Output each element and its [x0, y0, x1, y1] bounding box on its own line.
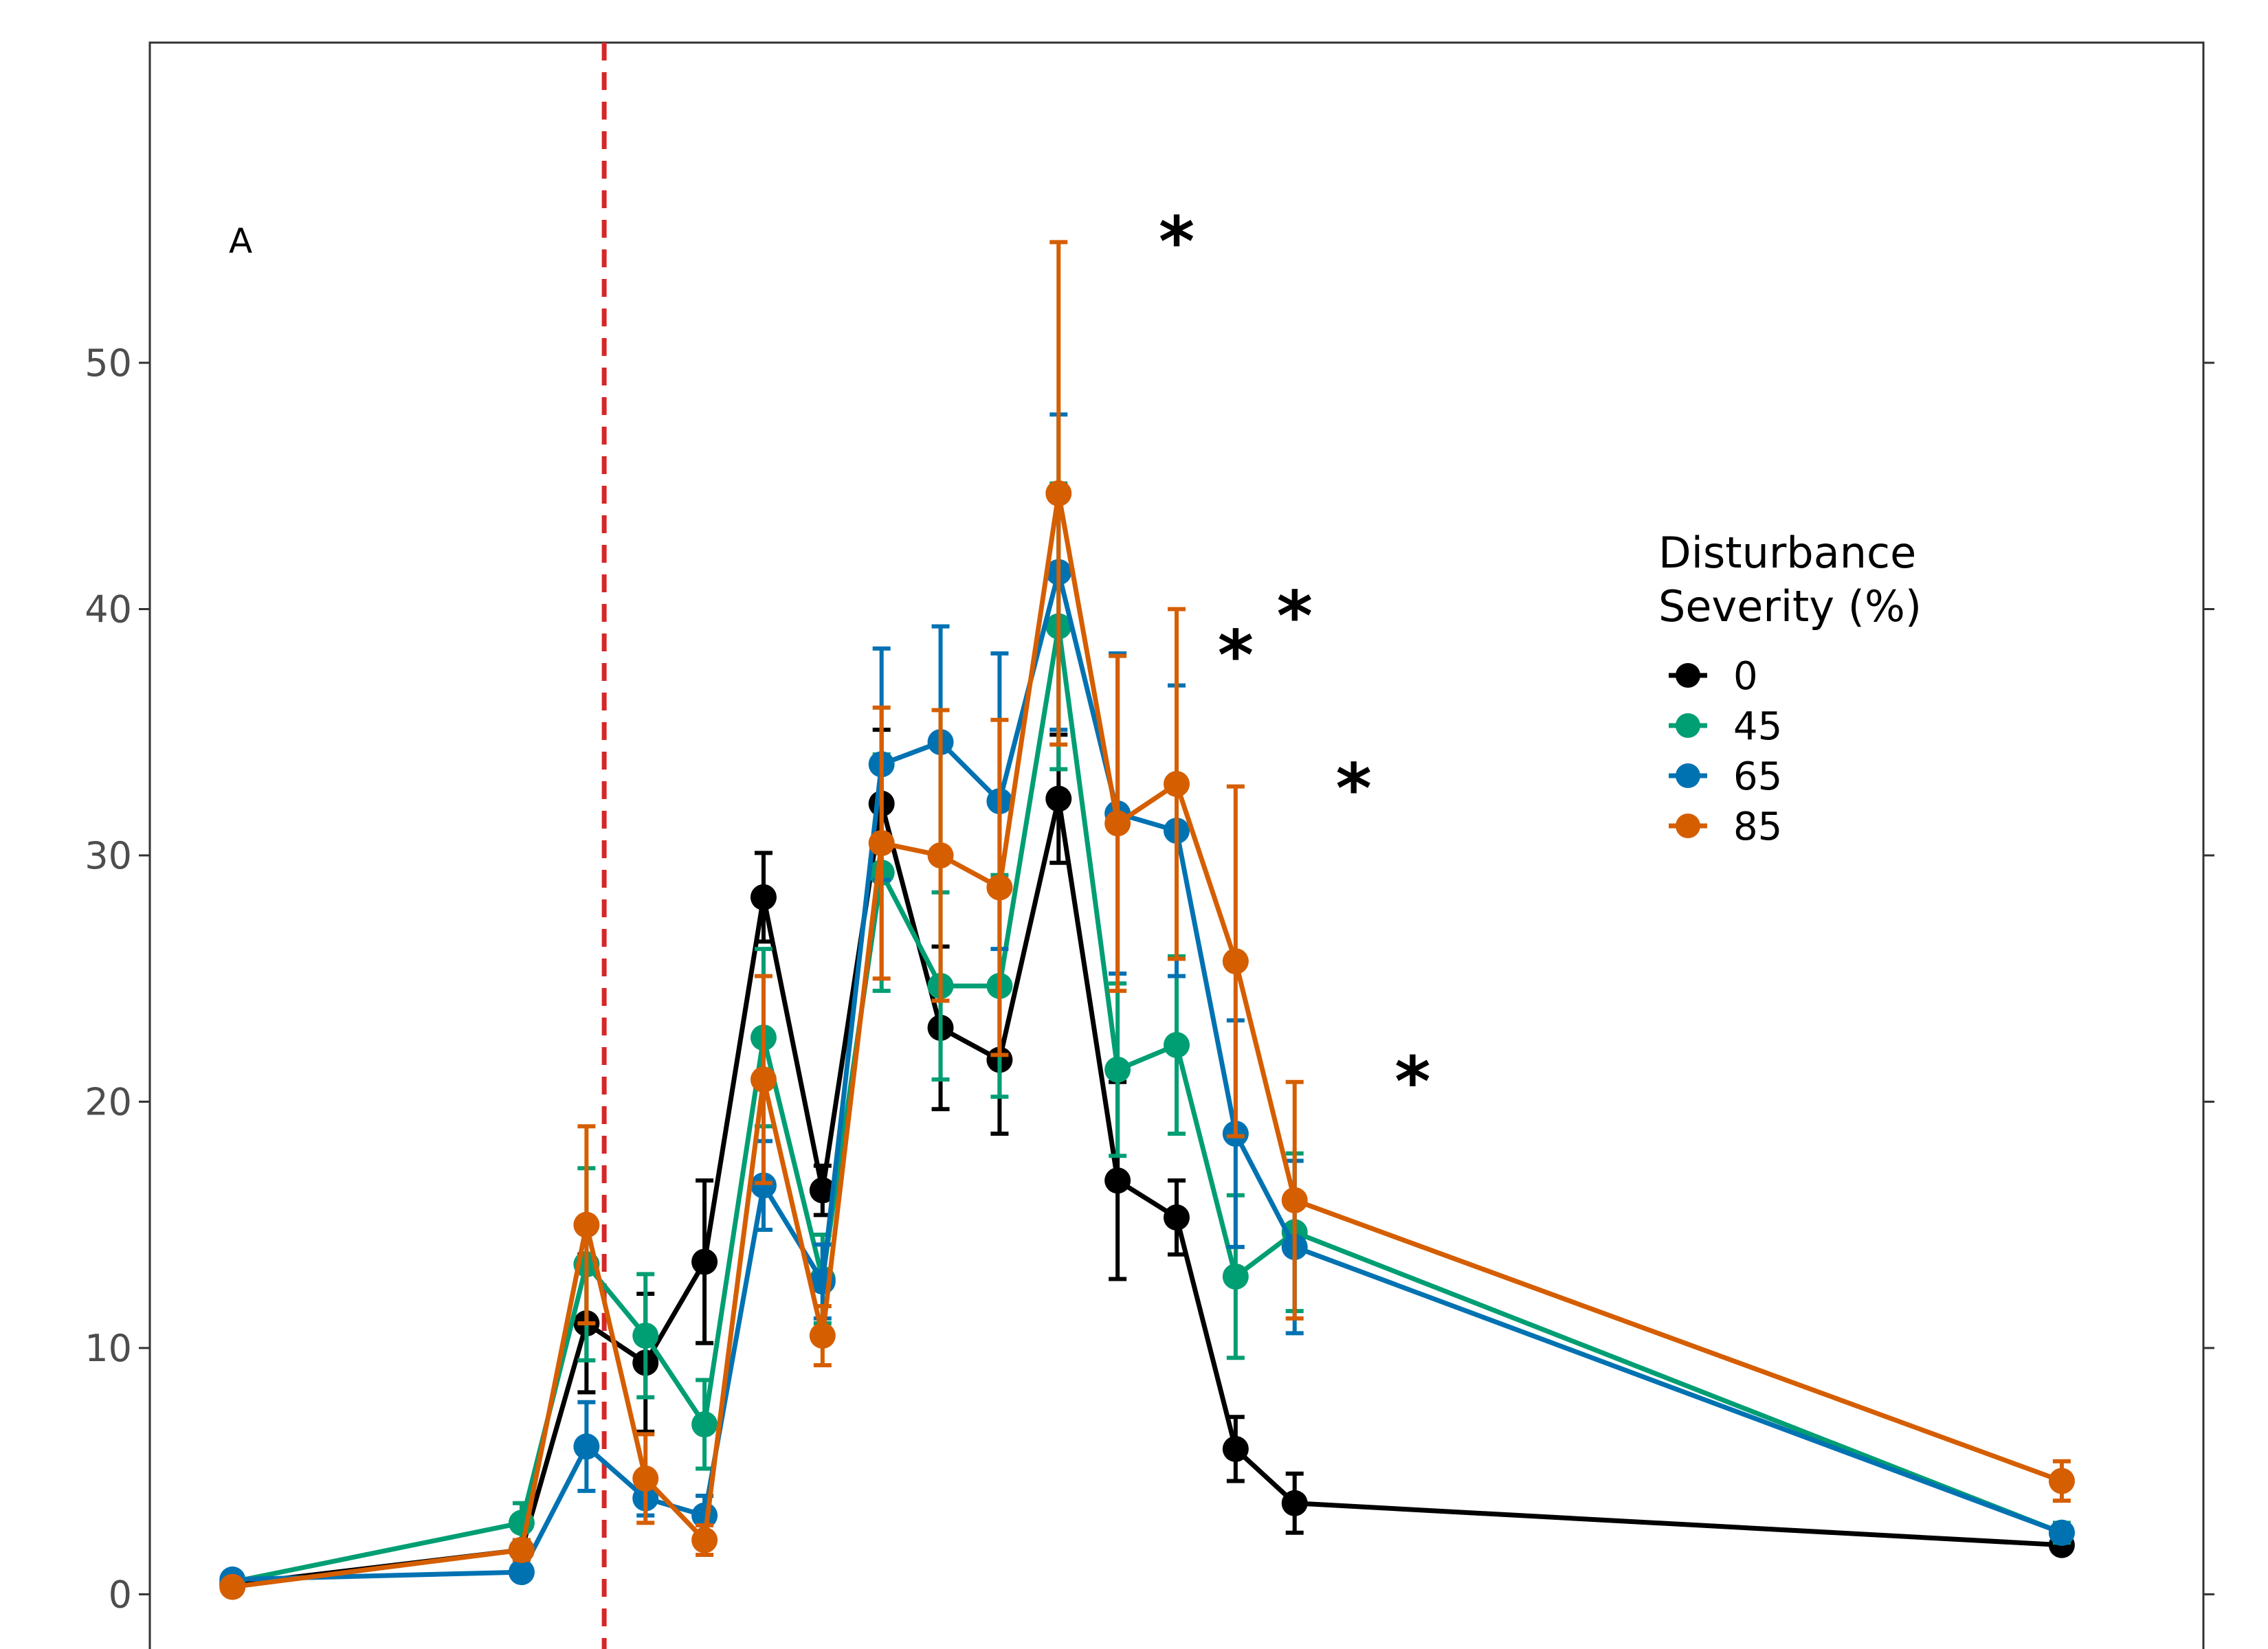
- data-point: [1104, 1056, 1131, 1083]
- data-point: [1222, 1263, 1249, 1290]
- data-point: [750, 1066, 777, 1093]
- legend-label: 45: [1733, 704, 1782, 749]
- legend-title-line2: Severity (%): [1658, 581, 1922, 631]
- data-point: [750, 1172, 777, 1199]
- data-point: [868, 830, 895, 857]
- data-point: [691, 1411, 718, 1438]
- legend-item-85: 85: [1669, 805, 1782, 849]
- series-line: [232, 796, 2063, 1587]
- data-point: [632, 1322, 659, 1349]
- y-tick-label: 40: [85, 587, 132, 631]
- panel-label: A: [229, 221, 252, 261]
- data-point: [691, 1248, 718, 1275]
- series-line: [232, 570, 2063, 1582]
- data-point: [1222, 948, 1249, 975]
- data-point: [508, 1559, 535, 1586]
- legend-label: 65: [1733, 754, 1782, 799]
- significance-asterisk: *: [1394, 1042, 1430, 1122]
- legend-items: 0 45 65 85: [1669, 654, 1782, 849]
- legend-key-point: [1676, 763, 1700, 788]
- data-point: [219, 1573, 246, 1600]
- data-point: [1164, 1031, 1190, 1058]
- panel-border: [148, 41, 2205, 1649]
- legend-label: 0: [1733, 654, 1758, 699]
- legend-key-point: [1676, 663, 1700, 688]
- y-tick-label: 30: [85, 834, 132, 877]
- significance-asterisk: *: [1218, 616, 1254, 696]
- y-axis: 0 10 20 30 40 50: [85, 341, 2214, 1616]
- data-point: [573, 1211, 600, 1238]
- legend-item-0: 0: [1669, 654, 1758, 699]
- legend-key-point: [1676, 814, 1700, 838]
- significance-asterisk: *: [1277, 576, 1313, 656]
- significance-asterisk: *: [1159, 201, 1194, 282]
- data-point: [691, 1527, 718, 1553]
- data-point: [573, 1433, 600, 1460]
- y-tick-label: 50: [85, 341, 132, 385]
- legend: Disturbance Severity (%) 0 45 65 85: [1658, 528, 1922, 849]
- data-point: [927, 842, 954, 868]
- y-tick-label: 10: [85, 1327, 132, 1370]
- data-point: [2048, 1468, 2075, 1494]
- legend-key-point: [1676, 713, 1700, 738]
- data-point: [1281, 1187, 1308, 1213]
- y-tick-label: 0: [109, 1573, 132, 1616]
- legend-label: 85: [1733, 805, 1782, 849]
- data-point: [1164, 1204, 1190, 1231]
- data-point: [809, 1322, 836, 1349]
- data-point: [986, 874, 1013, 901]
- data-point: [1104, 1167, 1131, 1194]
- y-tick-label: 20: [85, 1080, 132, 1123]
- series-85: [219, 240, 2075, 1600]
- series-layer: [219, 240, 2075, 1600]
- series-0: [219, 728, 2075, 1598]
- legend-title-line1: Disturbance: [1658, 528, 1916, 578]
- data-point: [2048, 1519, 2075, 1546]
- significance-layer: * * * * *: [1159, 201, 1431, 1121]
- significance-asterisk: *: [1335, 748, 1371, 829]
- series-line: [232, 491, 2063, 1590]
- legend-item-65: 65: [1669, 754, 1782, 799]
- series-45: [219, 481, 2075, 1595]
- data-point: [1045, 785, 1072, 812]
- data-point: [750, 884, 777, 910]
- data-point: [1104, 810, 1131, 837]
- data-point: [809, 1177, 836, 1204]
- data-point: [691, 1502, 718, 1529]
- data-point: [1222, 1435, 1249, 1462]
- series-line: [232, 624, 2063, 1584]
- legend-item-45: 45: [1669, 704, 1782, 749]
- data-point: [508, 1536, 535, 1563]
- data-point: [1045, 480, 1072, 507]
- data-point: [1281, 1490, 1308, 1516]
- data-point: [632, 1465, 659, 1492]
- data-point: [1164, 771, 1190, 798]
